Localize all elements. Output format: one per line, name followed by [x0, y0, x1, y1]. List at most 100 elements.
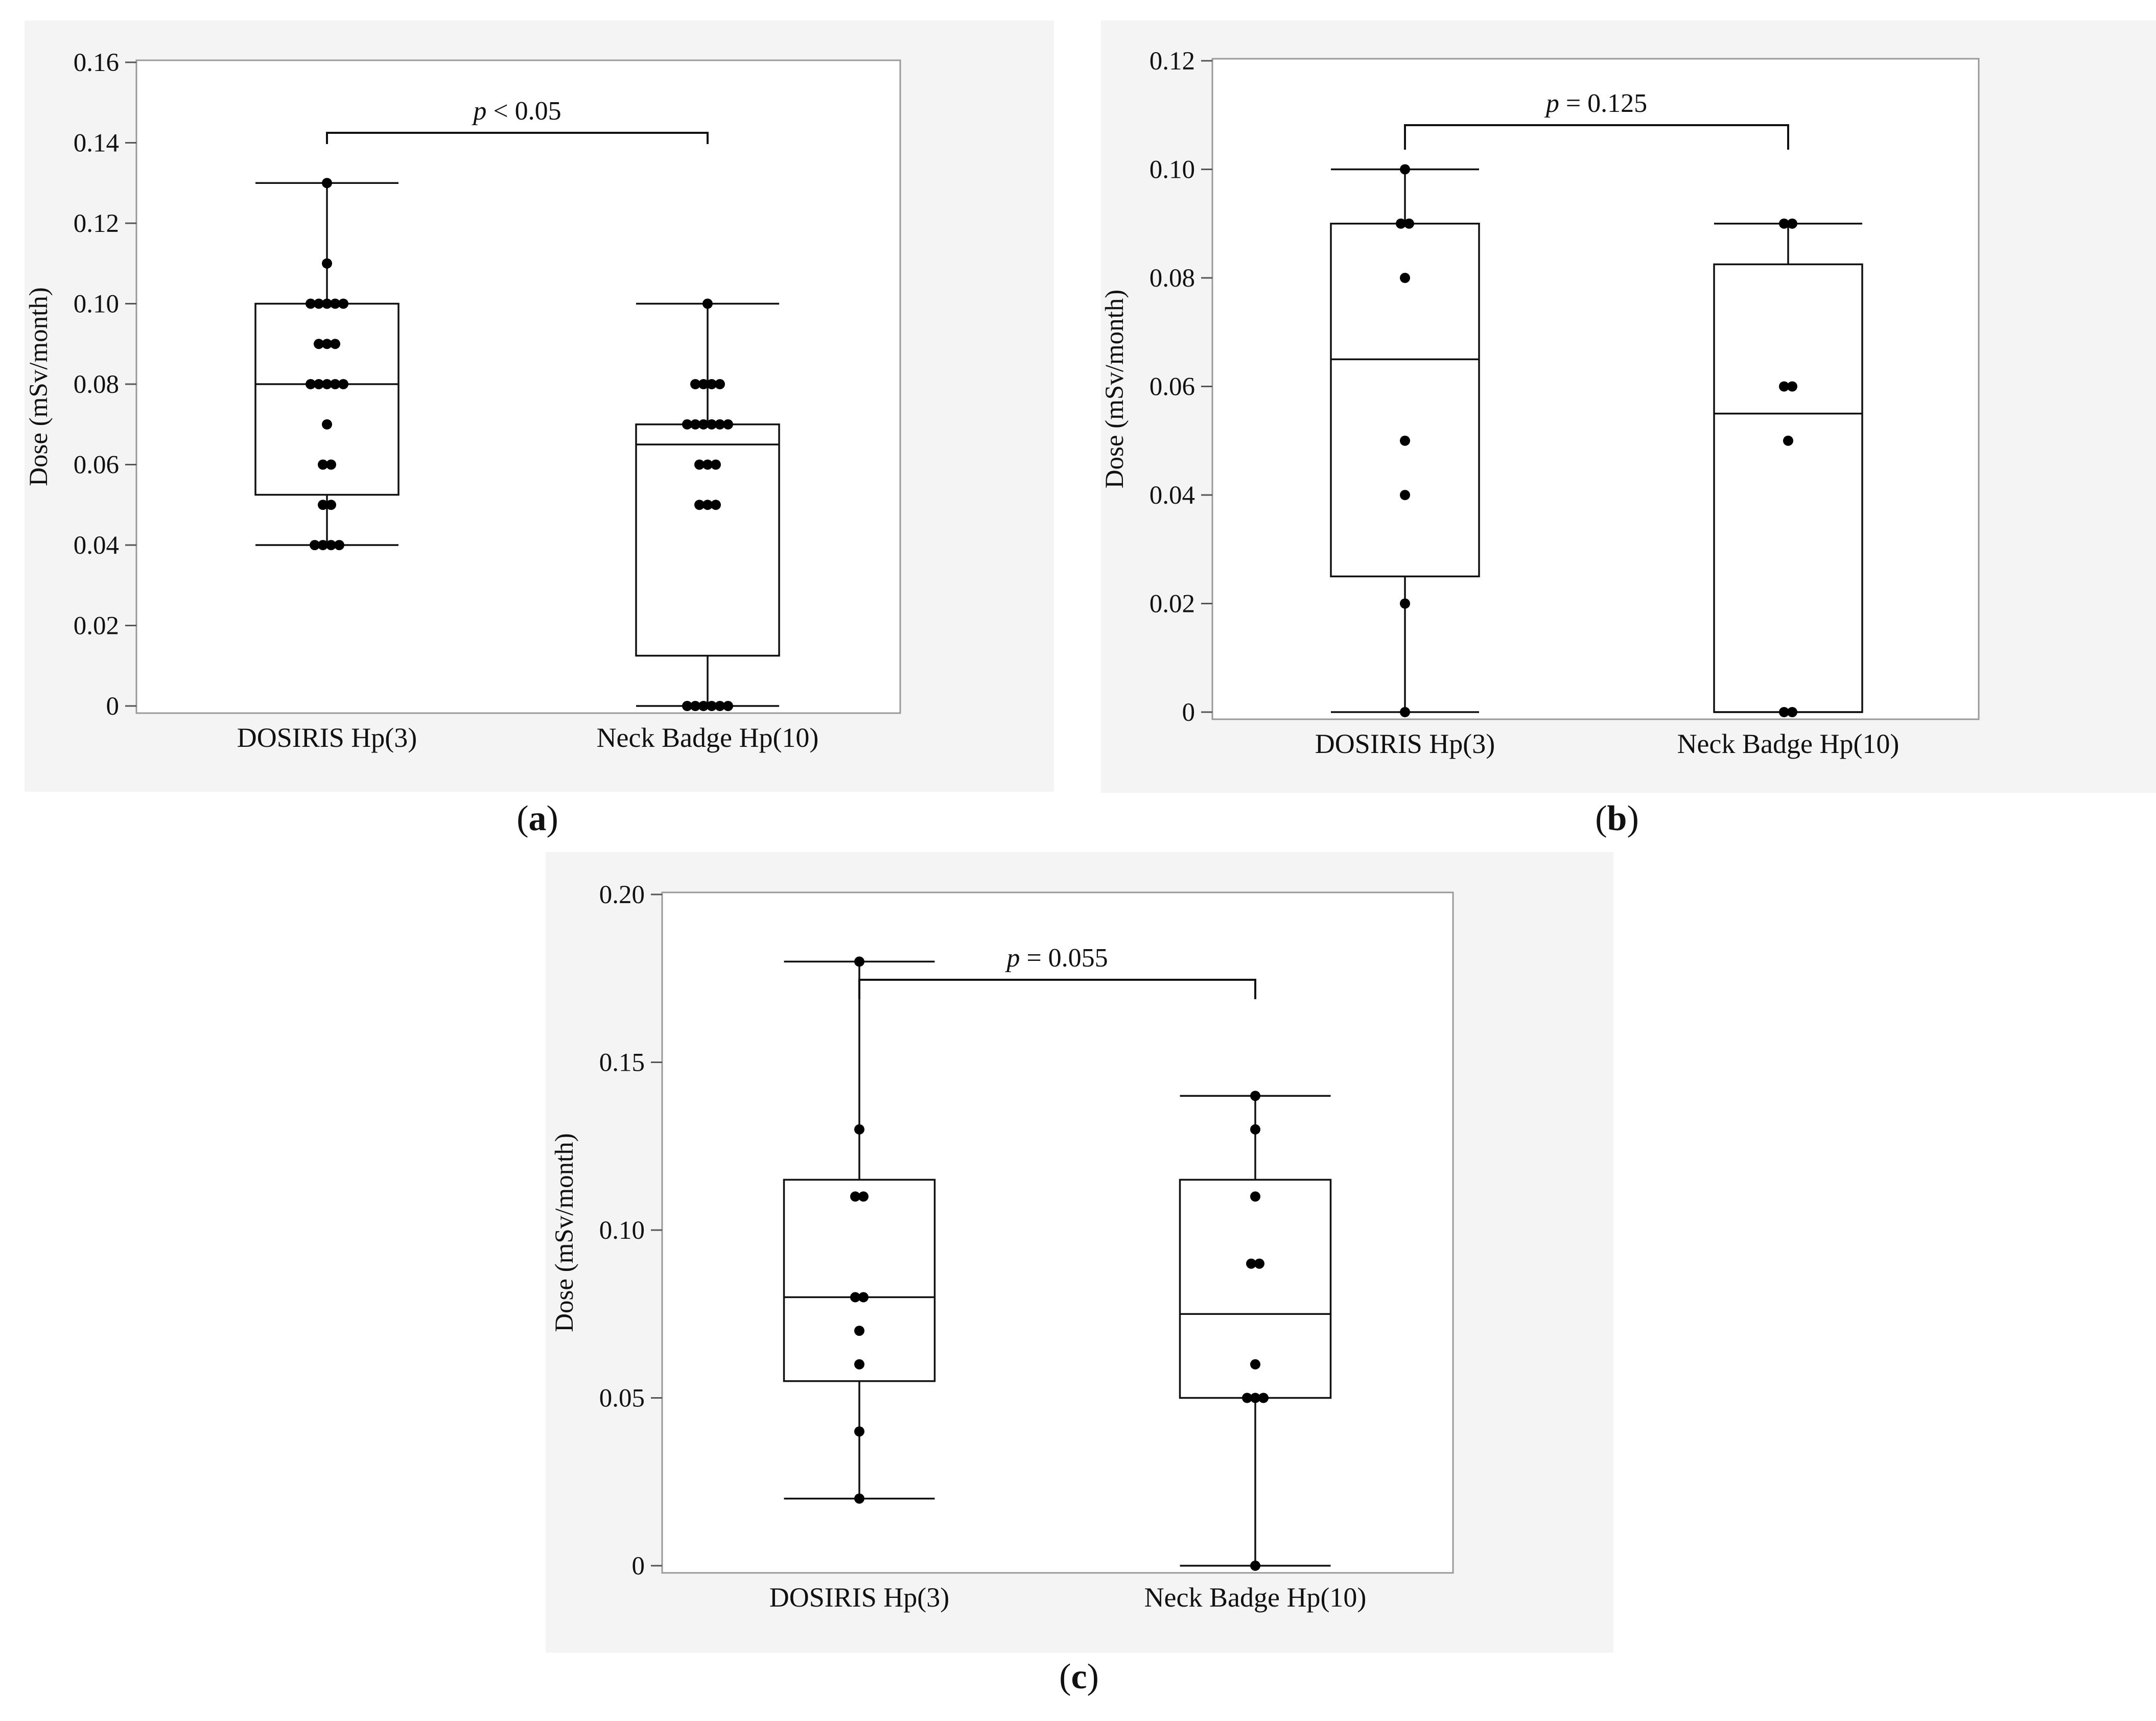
- data-point: [702, 500, 713, 510]
- caption-paren-close: ): [547, 799, 558, 838]
- data-point: [318, 540, 328, 550]
- y-tick-label: 0.10: [1150, 156, 1195, 184]
- data-point: [715, 379, 725, 389]
- data-point: [1246, 1258, 1256, 1269]
- data-point: [1250, 1091, 1260, 1101]
- y-axis-title: Dose (mSv/month): [25, 287, 53, 486]
- data-point: [1400, 273, 1410, 283]
- data-point: [1258, 1393, 1269, 1403]
- data-point: [1242, 1393, 1252, 1403]
- p-value-symbol: p: [1004, 944, 1020, 973]
- data-point: [326, 500, 336, 510]
- data-point: [1400, 598, 1410, 609]
- caption-letter: b: [1607, 799, 1627, 838]
- data-point: [1779, 381, 1789, 392]
- data-point: [698, 379, 709, 389]
- caption-letter: a: [529, 799, 547, 838]
- data-point: [330, 379, 340, 389]
- data-point: [707, 419, 717, 430]
- data-point: [1779, 707, 1789, 717]
- caption-paren-open: (: [1059, 1657, 1071, 1696]
- data-point: [723, 419, 733, 430]
- y-tick-label: 0.14: [74, 129, 119, 158]
- data-point: [326, 540, 336, 550]
- data-point: [326, 459, 336, 470]
- data-point: [330, 339, 340, 349]
- data-point: [854, 1493, 864, 1504]
- p-value-text: < 0.05: [486, 97, 561, 126]
- data-point: [318, 500, 328, 510]
- data-point: [1250, 1359, 1260, 1370]
- data-point: [1400, 435, 1410, 446]
- data-point: [310, 540, 320, 550]
- y-axis-title: Dose (mSv/month): [550, 1133, 579, 1332]
- data-point: [858, 1191, 869, 1202]
- data-point: [1250, 1393, 1260, 1403]
- y-tick-label: 0.08: [74, 370, 119, 399]
- data-point: [854, 1359, 864, 1370]
- y-tick-label: 0.16: [74, 49, 119, 77]
- data-point: [306, 379, 316, 389]
- data-point: [318, 459, 328, 470]
- data-point: [854, 1124, 864, 1135]
- data-point: [1254, 1258, 1264, 1269]
- data-point: [322, 178, 332, 188]
- p-value-annotation: p = 0.125: [1544, 89, 1647, 118]
- data-point: [850, 1292, 860, 1303]
- data-point: [702, 298, 713, 309]
- data-point: [715, 419, 725, 430]
- x-category-label: DOSIRIS Hp(3): [1315, 728, 1495, 759]
- data-point: [1400, 164, 1410, 175]
- data-point: [322, 298, 332, 309]
- y-tick-label: 0.20: [599, 881, 645, 909]
- data-point: [682, 419, 692, 430]
- p-value-symbol: p: [1544, 89, 1559, 118]
- data-point: [715, 701, 725, 711]
- panel-caption: (b): [1595, 799, 1639, 838]
- plot-area: [1211, 58, 1980, 720]
- x-category-label: Neck Badge Hp(10): [597, 722, 819, 753]
- y-tick-label: 0.12: [74, 209, 119, 238]
- caption-paren-open: (: [1595, 799, 1607, 838]
- y-tick-label: 0: [106, 692, 120, 721]
- y-tick-label: 0: [632, 1552, 645, 1581]
- data-point: [314, 298, 324, 309]
- data-point: [322, 258, 332, 269]
- panel-a: 0 0.02 0.04 0.06 0.08 0.10 0.12 0.14 0.16 Dose (m…: [25, 20, 1054, 838]
- p-value-symbol: p: [471, 97, 486, 126]
- iqr-box: [783, 1178, 936, 1382]
- panel-caption: (a): [517, 799, 558, 838]
- data-point: [682, 701, 692, 711]
- data-point: [854, 1426, 864, 1437]
- y-tick-label: 0.02: [74, 612, 119, 641]
- data-point: [1250, 1191, 1260, 1202]
- data-point: [698, 701, 709, 711]
- data-point: [694, 500, 705, 510]
- data-point: [1779, 218, 1789, 229]
- box-neck-badge: [1179, 1091, 1332, 1571]
- panel-c: 0 0.05 0.10 0.15 0.20 Dose (mSv/month) DOSIRIS…: [546, 852, 1613, 1696]
- data-point: [723, 701, 733, 711]
- y-tick-label: 0.06: [1150, 373, 1195, 402]
- data-point: [1250, 1124, 1260, 1135]
- significance-bracket: [326, 132, 709, 144]
- data-point: [707, 701, 717, 711]
- y-tick-label: 0.02: [1150, 590, 1195, 619]
- data-point: [698, 419, 709, 430]
- data-point: [334, 540, 344, 550]
- data-point: [854, 1326, 864, 1336]
- caption-paren-close: ): [1627, 799, 1638, 838]
- x-category-label: DOSIRIS Hp(3): [237, 722, 417, 753]
- data-point: [338, 298, 348, 309]
- data-point: [850, 1191, 860, 1202]
- box-neck-badge: [635, 298, 780, 711]
- p-value-text: = 0.055: [1020, 944, 1108, 973]
- y-tick-label: 0.15: [599, 1049, 645, 1077]
- data-point: [707, 379, 717, 389]
- caption-paren-close: ): [1087, 1657, 1099, 1696]
- data-point: [1400, 707, 1410, 717]
- y-tick-label: 0.05: [599, 1384, 645, 1413]
- x-category-label: DOSIRIS Hp(3): [769, 1582, 950, 1613]
- data-point: [338, 379, 348, 389]
